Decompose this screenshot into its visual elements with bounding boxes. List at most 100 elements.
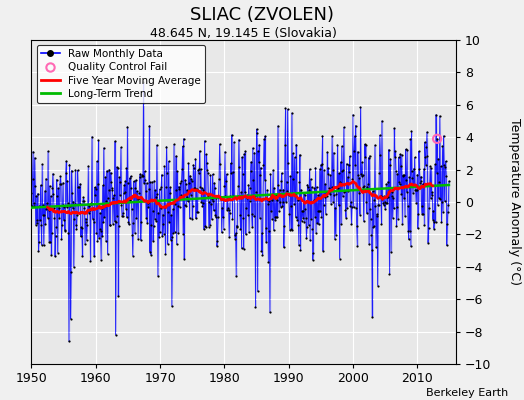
Point bbox=[409, 190, 417, 196]
Point bbox=[376, 151, 385, 158]
Point bbox=[438, 143, 446, 149]
Point bbox=[280, 244, 288, 250]
Point bbox=[67, 316, 75, 322]
Point bbox=[407, 243, 415, 249]
Point bbox=[288, 110, 296, 116]
Point bbox=[125, 175, 134, 181]
Point bbox=[93, 238, 102, 245]
Point bbox=[103, 168, 111, 174]
Point bbox=[325, 185, 333, 192]
Point bbox=[185, 215, 194, 222]
Point bbox=[290, 154, 299, 161]
Point bbox=[169, 230, 178, 236]
Point bbox=[83, 207, 92, 214]
Point bbox=[119, 190, 128, 196]
Point bbox=[70, 216, 79, 222]
Point bbox=[166, 190, 174, 196]
Point bbox=[209, 198, 217, 205]
Point bbox=[155, 234, 163, 240]
Point bbox=[308, 226, 316, 232]
Point bbox=[333, 185, 341, 191]
Point bbox=[29, 148, 37, 155]
Point bbox=[93, 158, 101, 165]
Point bbox=[126, 197, 134, 203]
Point bbox=[77, 224, 85, 230]
Point bbox=[260, 136, 268, 142]
Point bbox=[407, 128, 416, 134]
Point bbox=[414, 148, 423, 155]
Point bbox=[166, 184, 174, 190]
Point bbox=[174, 183, 183, 190]
Point bbox=[232, 273, 241, 279]
Point bbox=[195, 148, 204, 154]
Point bbox=[62, 204, 71, 210]
Point bbox=[384, 193, 392, 200]
Point bbox=[371, 142, 379, 148]
Point bbox=[164, 208, 172, 215]
Point bbox=[324, 171, 332, 177]
Point bbox=[384, 178, 392, 185]
Point bbox=[266, 171, 275, 177]
Point bbox=[402, 188, 411, 195]
Point bbox=[370, 197, 379, 203]
Point bbox=[188, 216, 196, 222]
Point bbox=[41, 188, 49, 194]
Point bbox=[179, 230, 187, 237]
Point bbox=[279, 186, 288, 193]
Point bbox=[401, 146, 410, 152]
Point bbox=[422, 144, 431, 150]
Point bbox=[104, 194, 112, 201]
Point bbox=[148, 208, 157, 214]
Point bbox=[304, 184, 312, 190]
Point bbox=[427, 195, 435, 201]
Point bbox=[232, 230, 240, 236]
Point bbox=[324, 165, 333, 171]
Point bbox=[99, 182, 107, 189]
Point bbox=[141, 188, 150, 194]
Point bbox=[178, 166, 186, 172]
Point bbox=[204, 193, 212, 199]
Point bbox=[82, 237, 91, 243]
Point bbox=[297, 186, 305, 193]
Point bbox=[182, 202, 191, 209]
Point bbox=[282, 199, 290, 206]
Point bbox=[276, 199, 285, 206]
Point bbox=[61, 228, 69, 234]
Point bbox=[360, 183, 368, 189]
Point bbox=[97, 256, 105, 263]
Point bbox=[122, 206, 130, 212]
Point bbox=[32, 220, 41, 227]
Point bbox=[238, 154, 246, 160]
Point bbox=[48, 184, 57, 191]
Point bbox=[119, 210, 127, 216]
Point bbox=[92, 185, 100, 192]
Point bbox=[192, 186, 201, 192]
Point bbox=[307, 176, 315, 182]
Point bbox=[70, 264, 78, 270]
Point bbox=[361, 154, 369, 160]
Point bbox=[216, 194, 225, 200]
Point bbox=[294, 222, 302, 228]
Point bbox=[154, 210, 162, 216]
Point bbox=[248, 223, 256, 230]
Point bbox=[223, 194, 232, 200]
Point bbox=[34, 190, 42, 197]
Point bbox=[367, 232, 375, 238]
Point bbox=[189, 162, 198, 168]
Point bbox=[114, 165, 122, 172]
Point bbox=[186, 172, 194, 179]
Point bbox=[43, 200, 51, 207]
Point bbox=[426, 163, 434, 170]
Point bbox=[364, 181, 372, 187]
Point bbox=[147, 222, 156, 229]
Point bbox=[182, 181, 190, 187]
Point bbox=[248, 145, 257, 151]
Point bbox=[188, 178, 196, 184]
Point bbox=[413, 225, 422, 232]
Point bbox=[246, 185, 254, 192]
Point bbox=[289, 176, 298, 182]
Point bbox=[313, 208, 322, 214]
Point bbox=[431, 161, 439, 168]
Point bbox=[43, 214, 52, 221]
Point bbox=[187, 176, 195, 182]
